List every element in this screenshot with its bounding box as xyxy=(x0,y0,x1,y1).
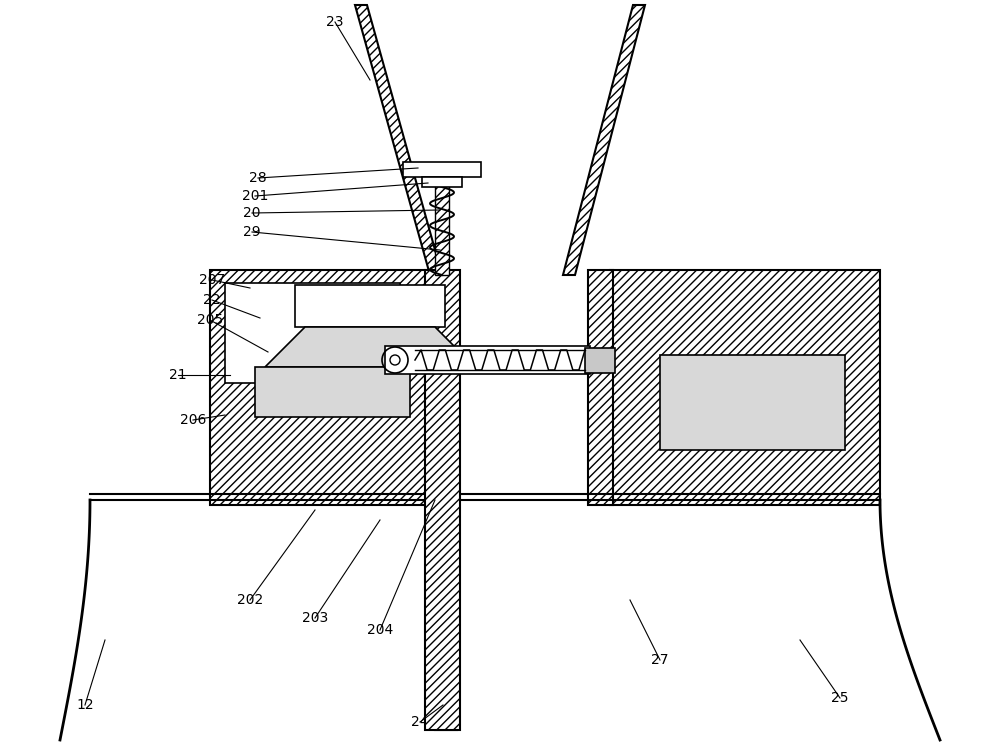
Bar xyxy=(435,165,449,275)
Bar xyxy=(295,285,445,327)
Text: 27: 27 xyxy=(651,653,669,667)
Bar xyxy=(255,367,410,417)
Bar xyxy=(422,177,462,187)
Text: 22: 22 xyxy=(203,293,221,307)
Bar xyxy=(403,162,481,177)
Text: 29: 29 xyxy=(243,225,261,239)
Text: 25: 25 xyxy=(831,691,849,705)
Text: 28: 28 xyxy=(249,171,267,185)
Circle shape xyxy=(390,355,400,365)
Text: 21: 21 xyxy=(169,368,187,382)
Bar xyxy=(385,346,590,374)
Text: 20: 20 xyxy=(243,206,261,220)
Text: 206: 206 xyxy=(180,413,206,427)
Polygon shape xyxy=(265,327,475,367)
Text: 203: 203 xyxy=(302,611,328,625)
Bar xyxy=(210,270,430,505)
Bar xyxy=(435,500,457,730)
Bar xyxy=(610,270,880,505)
Bar xyxy=(588,270,613,505)
Bar xyxy=(660,355,845,450)
Polygon shape xyxy=(563,5,645,275)
Bar xyxy=(225,283,400,383)
Bar xyxy=(425,270,460,730)
Text: 204: 204 xyxy=(367,623,393,637)
Polygon shape xyxy=(355,5,442,275)
Text: 207: 207 xyxy=(199,273,225,287)
Bar xyxy=(585,348,615,373)
Text: 202: 202 xyxy=(237,593,263,607)
Text: 201: 201 xyxy=(242,189,268,203)
Text: 12: 12 xyxy=(76,698,94,712)
Text: 23: 23 xyxy=(326,15,344,29)
Text: 24: 24 xyxy=(411,715,429,729)
Text: 205: 205 xyxy=(197,313,223,327)
